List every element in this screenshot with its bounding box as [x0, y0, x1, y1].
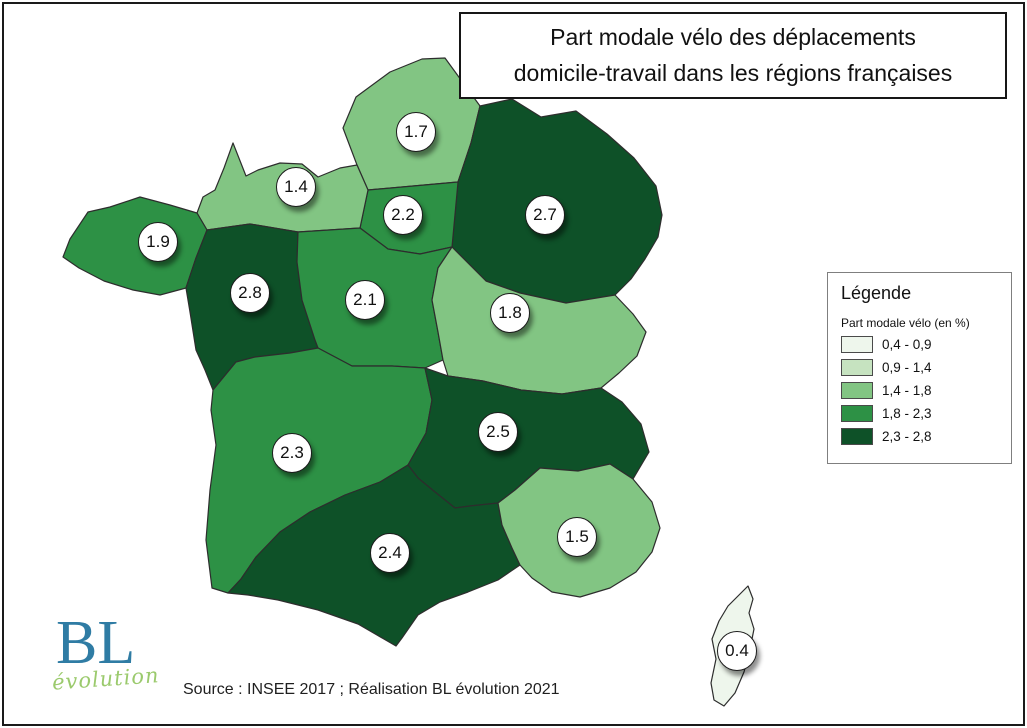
- legend-row: 0,9 - 1,4: [841, 359, 1001, 376]
- legend-row: 1,8 - 2,3: [841, 405, 1001, 422]
- legend-label-class-5: 2,3 - 2,8: [882, 429, 932, 444]
- legend-label-class-2: 0,9 - 1,4: [882, 360, 932, 375]
- value-badge-pays-de-la-loire: 2.8: [230, 273, 270, 313]
- legend-swatch-class-5: [841, 428, 873, 445]
- logo-main-text: BL: [56, 609, 136, 677]
- value-badge-grand-est: 2.7: [525, 195, 565, 235]
- value-badge-corse: 0.4: [717, 631, 757, 671]
- legend-title: Légende: [841, 283, 912, 303]
- legend-label-class-3: 1,4 - 1,8: [882, 383, 932, 398]
- value-badge-ile-de-france: 2.2: [383, 195, 423, 235]
- legend-swatch-class-1: [841, 336, 873, 353]
- value-badge-centre-val-de-loire: 2.1: [345, 280, 385, 320]
- legend-row: 1,4 - 1,8: [841, 382, 1001, 399]
- map-title-line1: Part modale vélo des déplacements: [550, 24, 916, 50]
- bl-evolution-logo: BL évolution: [51, 609, 186, 695]
- value-badge-provence-alpes-cote-d-azur: 1.5: [557, 517, 597, 557]
- legend-swatch-class-3: [841, 382, 873, 399]
- value-badge-occitanie: 2.4: [370, 533, 410, 573]
- value-badge-normandie: 1.4: [276, 167, 316, 207]
- map-title-line2: domicile-travail dans les régions frança…: [513, 59, 953, 86]
- source-text: Source : INSEE 2017 ; Réalisation BL évo…: [183, 681, 560, 698]
- map-title: Part modale vélo des déplacements domici…: [459, 12, 1007, 100]
- legend-swatch-class-4: [841, 405, 873, 422]
- legend-swatch-class-2: [841, 359, 873, 376]
- legend: Légende Part modale vélo (en %) 0,4 - 0,…: [827, 272, 1012, 464]
- value-badge-bourgogne-franche-comte: 1.8: [490, 293, 530, 333]
- legend-row: 0,4 - 0,9: [841, 336, 1001, 353]
- legend-label-class-1: 0,4 - 0,9: [882, 337, 932, 352]
- legend-subtitle: Part modale vélo (en %): [841, 316, 970, 330]
- value-badge-bretagne: 1.9: [138, 222, 178, 262]
- legend-label-class-4: 1,8 - 2,3: [882, 406, 932, 421]
- value-badge-nouvelle-aquitaine: 2.3: [272, 433, 312, 473]
- value-badge-auvergne-rhone-alpes: 2.5: [478, 412, 518, 452]
- legend-row: 2,3 - 2,8: [841, 428, 1001, 445]
- region-bretagne: [62, 196, 208, 296]
- value-badge-hauts-de-france: 1.7: [396, 112, 436, 152]
